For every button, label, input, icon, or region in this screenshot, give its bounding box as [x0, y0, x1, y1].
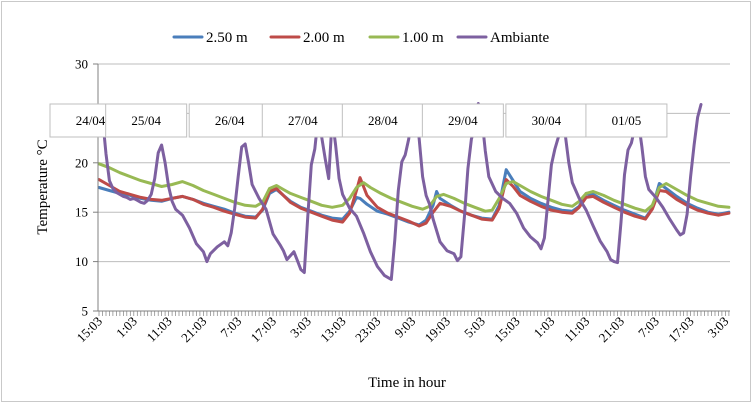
date-label-box	[341, 103, 424, 138]
date-label: 01/05	[585, 103, 668, 138]
y-tick-label: 30	[75, 57, 88, 72]
date-label-text: 26/04	[215, 113, 245, 128]
legend-label: Ambiante	[490, 30, 549, 46]
y-tick-label: 15	[75, 205, 88, 220]
date-label: 30/04	[505, 103, 588, 138]
y-axis-title: Temperature °C	[35, 139, 51, 234]
legend-label: 2.00 m	[303, 30, 345, 46]
date-label-box	[261, 103, 344, 138]
y-tick-label: 20	[75, 155, 88, 170]
legend-label: 1.00 m	[402, 30, 444, 46]
legend-item: 1.00 m	[368, 30, 444, 46]
date-label-text: 30/04	[532, 113, 562, 128]
date-label: 25/04	[105, 103, 188, 138]
date-label-text: 27/04	[288, 113, 318, 128]
date-labels: 24/04 25/04 26/04 27/04 28/04 29/04 30/04 01/05	[49, 103, 668, 138]
date-label-box	[505, 103, 588, 138]
legend-item: Ambiante	[456, 30, 549, 46]
x-minor-ticks	[98, 311, 730, 316]
date-label-box	[421, 103, 504, 138]
legend-item: 2.50 m	[172, 30, 248, 46]
x-axis-title: Time in hour	[368, 375, 446, 391]
date-label-text: 25/04	[131, 113, 161, 128]
y-tick-label: 5	[82, 304, 89, 319]
legend-label: 2.50 m	[206, 30, 248, 46]
date-label: 29/04	[421, 103, 504, 138]
date-label-text: 01/05	[612, 113, 642, 128]
date-label-box	[105, 103, 188, 138]
series-line-4	[97, 102, 703, 281]
date-label: 28/04	[341, 103, 424, 138]
legend: 2.50 m 2.00 m 1.00 m Ambiante	[172, 30, 549, 46]
date-label-text: 29/04	[448, 113, 478, 128]
date-label-text: 28/04	[368, 113, 398, 128]
date-label-box	[188, 103, 271, 138]
date-label: 26/04	[188, 103, 271, 138]
legend-item: 2.00 m	[269, 30, 345, 46]
y-tick-label: 10	[75, 254, 88, 269]
date-label-box	[585, 103, 668, 138]
series-layer	[97, 102, 731, 281]
date-label: 27/04	[261, 103, 344, 138]
date-label-text: 24/04	[76, 113, 106, 128]
